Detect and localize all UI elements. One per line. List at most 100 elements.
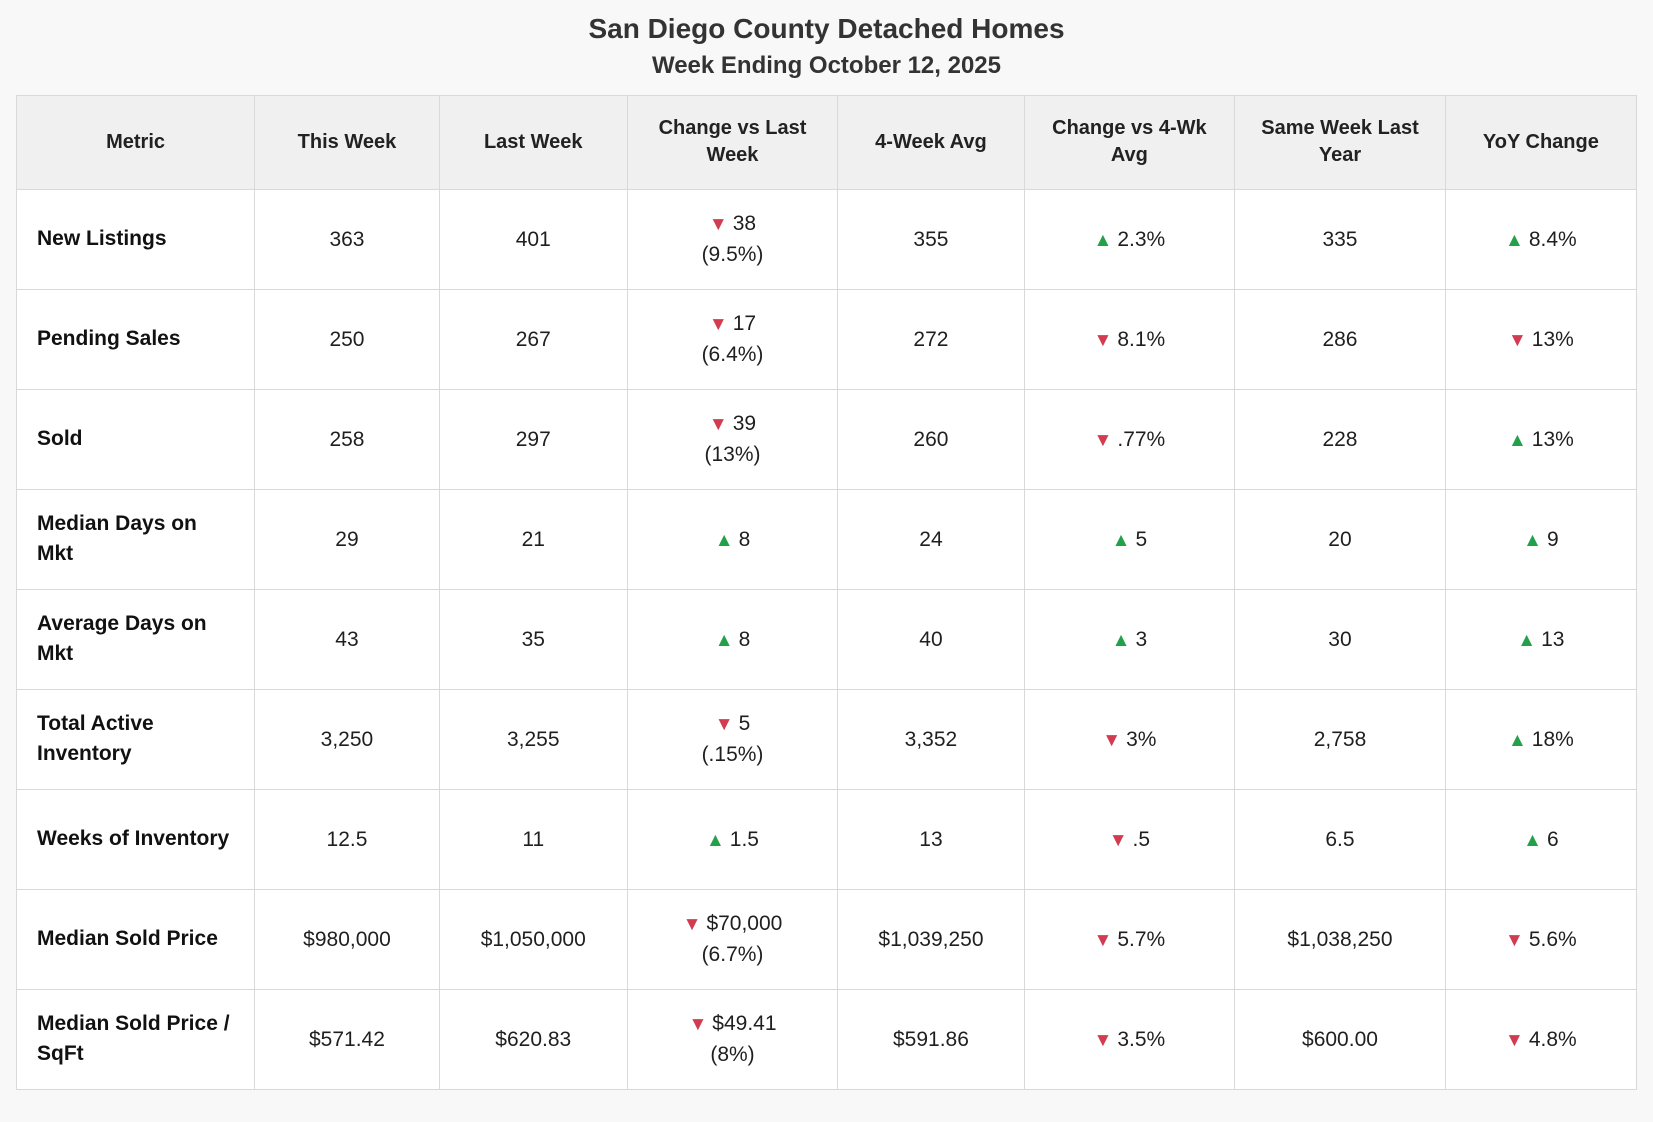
trend-arrow-icon: ▲ xyxy=(1523,529,1542,551)
cell-last-week: $620.83 xyxy=(438,988,628,1090)
cell-change-vs-4wk-avg: ▼ 3% xyxy=(1023,688,1236,790)
change-value: 3% xyxy=(1126,727,1157,751)
change-percent: (13%) xyxy=(704,442,761,466)
cell-change-vs-last-week: ▲ 1.5 xyxy=(626,788,839,890)
change-value: 13 xyxy=(1541,627,1565,651)
cell-change-vs-last-week: ▼ 38 (9.5%) xyxy=(626,188,839,290)
change-value: 6 xyxy=(1546,827,1559,851)
col-header-same-week-last-year: Same Week Last Year xyxy=(1234,94,1446,190)
cell-same-week-last-year: 286 xyxy=(1234,288,1446,390)
change-value: 5.7% xyxy=(1117,927,1166,951)
change-value: 13% xyxy=(1531,427,1574,451)
table-row-weeks-of-inventory: Weeks of Inventory 12.5 11 ▲ 1.5 13 ▼ .5 6… xyxy=(15,788,1638,890)
trend-arrow-icon: ▲ xyxy=(1111,629,1131,651)
cell-this-week: $571.42 xyxy=(254,988,440,1090)
cell-change-vs-4wk-avg: ▲ 2.3% xyxy=(1023,188,1236,290)
cell-last-week: 401 xyxy=(438,188,628,290)
trend-arrow-icon: ▼ xyxy=(1505,1029,1524,1051)
cell-yoy-change: ▲ 9 xyxy=(1444,488,1638,590)
trend-arrow-icon: ▼ xyxy=(1093,1029,1113,1051)
cell-change-vs-last-week: ▲ 8 xyxy=(626,488,839,590)
cell-same-week-last-year: 2,758 xyxy=(1234,688,1446,790)
cell-4-week-avg: 272 xyxy=(837,288,1025,390)
cell-change-vs-4wk-avg: ▼ .77% xyxy=(1023,388,1236,490)
change-value: .5 xyxy=(1132,827,1151,851)
stats-table-container: Metric This Week Last Week Change vs Las… xyxy=(15,94,1638,1090)
trend-arrow-icon: ▼ xyxy=(708,214,728,236)
cell-metric: Median Days on Mkt xyxy=(15,488,256,590)
cell-last-week: 21 xyxy=(438,488,628,590)
cell-change-vs-last-week: ▼ 17 (6.4%) xyxy=(626,288,839,390)
cell-4-week-avg: 40 xyxy=(837,588,1025,690)
cell-metric: Total Active Inventory xyxy=(15,688,256,790)
change-value: $70,000 xyxy=(706,912,783,936)
cell-change-vs-last-week: ▼ $49.41 (8%) xyxy=(626,988,839,1090)
cell-metric: Pending Sales xyxy=(15,288,256,390)
cell-this-week: 3,250 xyxy=(254,688,440,790)
table-row-average-days-on-mkt: Average Days on Mkt 43 35 ▲ 8 40 ▲ 3 30 ▲ 1… xyxy=(15,588,1638,690)
change-value: 17 xyxy=(732,312,757,336)
change-value: 9 xyxy=(1546,527,1559,551)
cell-4-week-avg: 13 xyxy=(837,788,1025,890)
change-value: 5 xyxy=(1135,527,1148,551)
header-row: Metric This Week Last Week Change vs Las… xyxy=(15,94,1638,190)
change-percent: (9.5%) xyxy=(701,242,764,266)
cell-4-week-avg: $1,039,250 xyxy=(837,888,1025,990)
trend-arrow-icon: ▼ xyxy=(1093,429,1113,451)
cell-change-vs-last-week: ▼ $70,000 (6.7%) xyxy=(626,888,839,990)
trend-arrow-icon: ▲ xyxy=(714,629,734,651)
table-row-sold: Sold 258 297 ▼ 39 (13%) 260 ▼ .77% 228 ▲ 13… xyxy=(15,388,1638,490)
change-value: 5 xyxy=(738,712,751,736)
cell-yoy-change: ▼ 13% xyxy=(1444,288,1638,390)
change-value: 3 xyxy=(1135,627,1148,651)
col-header-metric: Metric xyxy=(15,94,256,190)
trend-arrow-icon: ▼ xyxy=(1093,929,1113,951)
change-value: 4.8% xyxy=(1528,1027,1577,1051)
change-value: 8.1% xyxy=(1117,327,1166,351)
change-value: .77% xyxy=(1117,427,1166,451)
change-value: $49.41 xyxy=(712,1012,777,1036)
cell-last-week: 267 xyxy=(438,288,628,390)
cell-same-week-last-year: 6.5 xyxy=(1234,788,1446,890)
cell-change-vs-4wk-avg: ▲ 3 xyxy=(1023,588,1236,690)
change-value: 8.4% xyxy=(1528,227,1577,251)
change-value: 8 xyxy=(738,627,751,651)
trend-arrow-icon: ▼ xyxy=(1102,729,1122,751)
trend-arrow-icon: ▲ xyxy=(1111,529,1131,551)
trend-arrow-icon: ▼ xyxy=(682,914,702,936)
cell-4-week-avg: 260 xyxy=(837,388,1025,490)
trend-arrow-icon: ▼ xyxy=(1505,929,1524,951)
trend-arrow-icon: ▼ xyxy=(1507,329,1527,351)
cell-metric: Weeks of Inventory xyxy=(15,788,256,890)
cell-change-vs-4wk-avg: ▲ 5 xyxy=(1023,488,1236,590)
trend-arrow-icon: ▲ xyxy=(1523,829,1542,851)
cell-this-week: 29 xyxy=(254,488,440,590)
cell-this-week: $980,000 xyxy=(254,888,440,990)
cell-yoy-change: ▲ 8.4% xyxy=(1444,188,1638,290)
table-row-median-sold-price: Median Sold Price $980,000 $1,050,000 ▼ $… xyxy=(15,888,1638,990)
cell-this-week: 363 xyxy=(254,188,440,290)
cell-this-week: 12.5 xyxy=(254,788,440,890)
cell-4-week-avg: 3,352 xyxy=(837,688,1025,790)
change-percent: (.15%) xyxy=(701,742,764,766)
cell-metric: Sold xyxy=(15,388,256,490)
trend-arrow-icon: ▲ xyxy=(705,829,725,851)
cell-same-week-last-year: 20 xyxy=(1234,488,1446,590)
cell-metric: New Listings xyxy=(15,188,256,290)
page-title: San Diego County Detached Homes xyxy=(588,13,1065,44)
change-value: 13% xyxy=(1531,327,1574,351)
cell-yoy-change: ▼ 5.6% xyxy=(1444,888,1638,990)
col-header-last-week: Last Week xyxy=(438,94,628,190)
cell-4-week-avg: 355 xyxy=(837,188,1025,290)
cell-last-week: 3,255 xyxy=(438,688,628,790)
cell-yoy-change: ▲ 13 xyxy=(1444,588,1638,690)
trend-arrow-icon: ▲ xyxy=(1507,429,1527,451)
trend-arrow-icon: ▼ xyxy=(714,714,734,736)
table-row-median-sold-price-sqft: Median Sold Price / SqFt $571.42 $620.83… xyxy=(15,988,1638,1090)
cell-yoy-change: ▼ 4.8% xyxy=(1444,988,1638,1090)
cell-4-week-avg: 24 xyxy=(837,488,1025,590)
cell-change-vs-4wk-avg: ▼ .5 xyxy=(1023,788,1236,890)
cell-last-week: 297 xyxy=(438,388,628,490)
change-value: 5.6% xyxy=(1528,927,1577,951)
cell-same-week-last-year: $1,038,250 xyxy=(1234,888,1446,990)
